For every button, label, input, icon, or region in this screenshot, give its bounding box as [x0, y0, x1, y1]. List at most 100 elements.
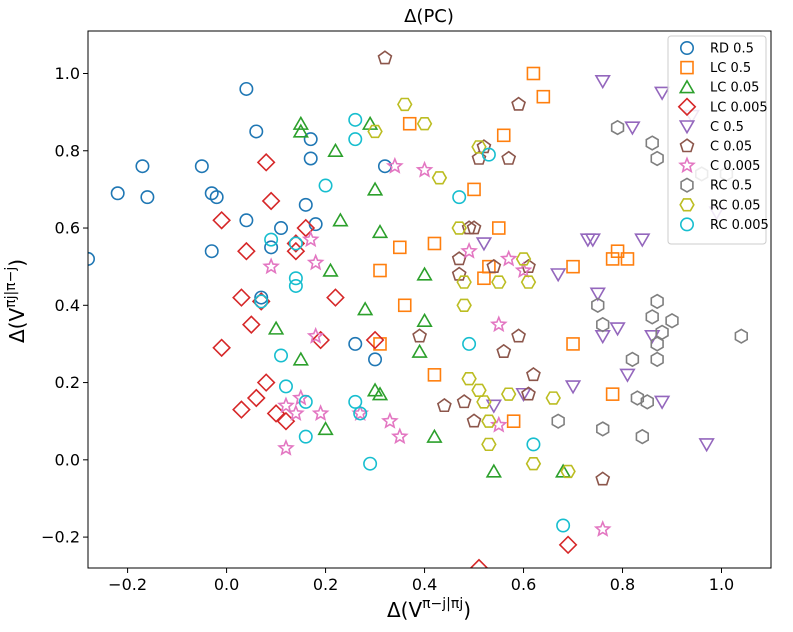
data-point	[298, 197, 313, 212]
x-tick-label: 0.4	[412, 575, 437, 594]
legend-marker	[680, 60, 694, 75]
data-point	[489, 415, 508, 433]
legend-item: LC 0.5	[680, 60, 751, 76]
legend-box	[667, 35, 767, 245]
data-point	[254, 294, 269, 309]
series-5	[377, 50, 611, 486]
data-point	[416, 117, 433, 131]
data-point	[551, 413, 565, 429]
data-point	[288, 236, 303, 251]
data-point	[481, 437, 497, 452]
data-point	[501, 150, 517, 165]
data-point	[475, 237, 493, 252]
data-point	[288, 278, 303, 293]
data-point	[135, 159, 150, 174]
series-9	[254, 112, 571, 533]
data-point	[322, 262, 339, 277]
data-point	[650, 351, 664, 368]
legend-label: LC 0.5	[710, 61, 751, 76]
data-point	[204, 244, 219, 259]
data-point	[462, 336, 477, 351]
data-point	[605, 252, 620, 266]
data-point	[397, 298, 412, 313]
data-point	[545, 391, 561, 405]
data-point	[239, 213, 254, 228]
legend-marker	[678, 156, 696, 174]
data-point	[377, 50, 393, 65]
data-point	[584, 233, 601, 248]
data-point	[416, 312, 433, 327]
data-point	[385, 156, 404, 174]
data-point	[485, 463, 502, 478]
data-point	[311, 404, 330, 422]
data-point	[526, 437, 541, 452]
data-point	[286, 241, 306, 261]
data-point	[506, 414, 521, 428]
data-point	[373, 263, 387, 278]
data-point	[499, 249, 518, 267]
data-point	[477, 271, 491, 286]
data-point	[630, 390, 645, 406]
data-point	[645, 309, 659, 325]
data-point	[595, 471, 611, 486]
data-point	[625, 351, 640, 368]
data-point	[209, 190, 224, 205]
data-point	[593, 520, 612, 537]
data-point	[471, 150, 487, 165]
legend-marker	[678, 79, 696, 94]
legend-label: RD 0.5	[710, 42, 754, 57]
data-point	[496, 343, 512, 358]
x-tick-label: 0.6	[511, 575, 536, 594]
legend-label: RC 0.05	[710, 198, 761, 213]
series-3	[212, 153, 578, 568]
data-point	[317, 421, 334, 436]
x-tick-label: 0.0	[214, 575, 239, 594]
data-point	[357, 301, 374, 316]
data-point	[303, 151, 318, 166]
data-point	[596, 316, 610, 333]
data-point	[525, 456, 542, 471]
x-axis-ticks: −0.2 0.0 0.2 0.4 0.6 0.8 1.0	[108, 568, 734, 594]
data-point	[496, 128, 511, 143]
data-point	[411, 343, 428, 358]
data-point	[514, 261, 533, 279]
data-point	[416, 266, 433, 281]
data-point	[267, 320, 285, 335]
data-point	[110, 186, 125, 201]
data-point	[536, 89, 551, 104]
data-point	[427, 236, 442, 251]
data-point	[653, 86, 671, 101]
series-6	[262, 156, 612, 537]
data-point	[363, 456, 378, 471]
data-point	[698, 438, 715, 453]
y-tick-label: 0.0	[55, 450, 80, 469]
data-point	[277, 396, 295, 414]
data-point	[491, 221, 506, 235]
data-point	[554, 463, 572, 478]
data-point	[348, 132, 363, 147]
data-point	[296, 218, 316, 238]
data-point	[635, 428, 650, 445]
data-point	[482, 259, 496, 274]
data-point	[212, 338, 231, 358]
data-point	[308, 217, 323, 232]
data-point	[276, 411, 296, 431]
data-point	[560, 464, 576, 479]
data-point	[298, 394, 313, 409]
data-point	[591, 297, 605, 314]
data-point	[241, 315, 261, 334]
data-point	[521, 386, 536, 401]
data-point	[436, 397, 452, 413]
x-tick-label: −0.2	[108, 575, 147, 594]
data-point	[605, 387, 620, 401]
legend: RD 0.5 LC 0.5 LC 0.05 LC 0.005 C 0.5 C 0.05 C …	[667, 35, 769, 245]
data-point	[402, 116, 417, 131]
legend-marker	[679, 198, 695, 212]
x-tick-label: 0.8	[610, 575, 635, 594]
data-point	[650, 336, 664, 352]
legend-item: RC 0.05	[679, 198, 761, 213]
data-point	[426, 428, 443, 443]
legend-marker	[678, 120, 696, 135]
data-point	[594, 329, 611, 345]
data-point	[526, 66, 541, 81]
